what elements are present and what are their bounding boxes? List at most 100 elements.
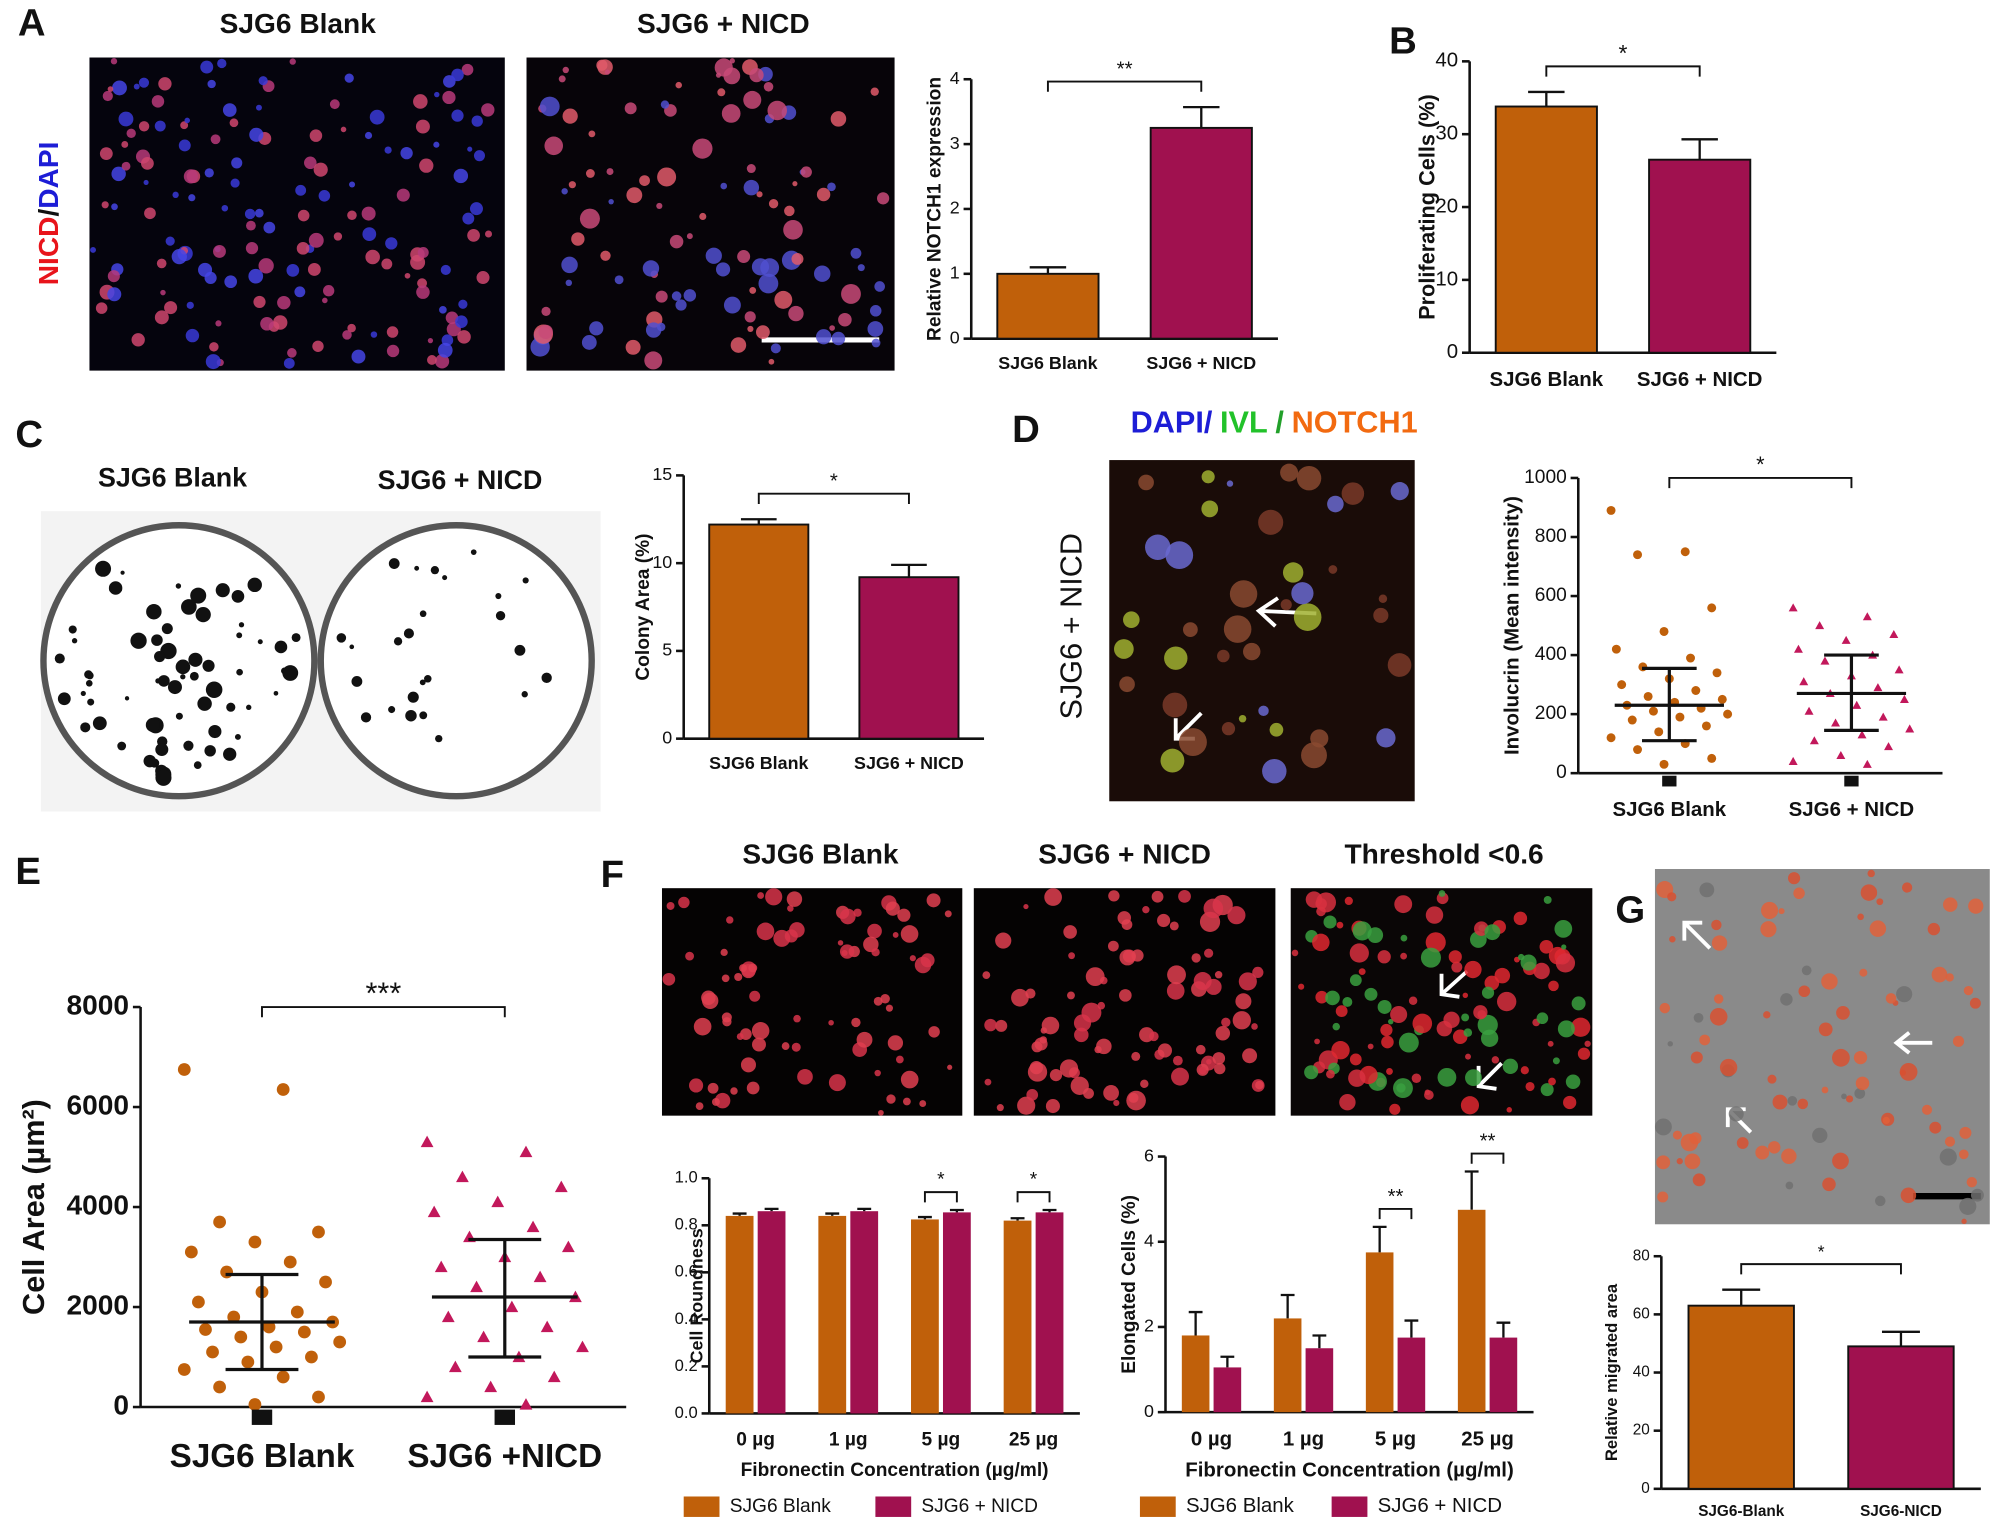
colony xyxy=(202,659,215,672)
x-tick-label: SJG6 Blank xyxy=(170,1438,355,1475)
error-bar xyxy=(1029,266,1067,274)
cell xyxy=(473,150,486,162)
cell xyxy=(1561,944,1567,950)
cell xyxy=(669,234,684,249)
cell xyxy=(614,275,624,285)
cell xyxy=(1788,872,1801,885)
cell xyxy=(1214,970,1223,979)
cell xyxy=(1314,1038,1320,1045)
cell xyxy=(1902,882,1913,893)
cell xyxy=(1692,1173,1706,1187)
cell xyxy=(813,265,831,282)
cell xyxy=(1229,580,1258,608)
colony xyxy=(161,623,173,635)
y-tick-label: 6000 xyxy=(67,1089,130,1120)
colony xyxy=(351,676,363,687)
cell xyxy=(1464,960,1482,979)
cell xyxy=(1539,940,1554,954)
significance-label: *** xyxy=(365,977,401,1011)
cell xyxy=(984,1078,992,1086)
error-bar xyxy=(949,1208,964,1213)
cell xyxy=(675,299,687,311)
cell xyxy=(110,58,118,65)
significance-bracket xyxy=(1378,1207,1413,1220)
colony xyxy=(236,632,243,639)
bar xyxy=(858,576,960,740)
panel-label: E xyxy=(15,850,41,893)
cell xyxy=(455,315,468,328)
dot xyxy=(1654,727,1664,737)
cell xyxy=(133,83,140,90)
colony xyxy=(231,590,245,603)
error-bar xyxy=(1722,1288,1761,1306)
x-tick-label: SJG6 + NICD xyxy=(854,753,964,773)
cell xyxy=(792,181,798,187)
dot xyxy=(554,1180,568,1193)
cell xyxy=(347,210,357,221)
dot xyxy=(448,1360,462,1373)
cell xyxy=(995,932,1012,949)
y-tick-label: 0 xyxy=(950,327,960,347)
cell xyxy=(1335,1005,1348,1018)
cell xyxy=(156,258,167,269)
cell xyxy=(90,247,96,253)
cell xyxy=(289,58,296,65)
cell xyxy=(701,990,716,1005)
cell xyxy=(419,158,434,173)
dot xyxy=(177,1063,191,1076)
bar xyxy=(911,1219,939,1414)
cell xyxy=(886,1094,896,1104)
cell xyxy=(878,1109,884,1116)
cell xyxy=(1845,1095,1854,1103)
error-bar xyxy=(1280,1293,1295,1319)
colony xyxy=(175,659,191,675)
dot xyxy=(526,1220,540,1233)
cell xyxy=(788,305,804,322)
cell xyxy=(1386,1067,1393,1075)
cell xyxy=(1378,594,1388,603)
cell xyxy=(307,263,321,276)
cell xyxy=(1296,465,1322,491)
cell xyxy=(816,329,832,345)
cell xyxy=(1465,1053,1471,1060)
cell xyxy=(434,91,440,98)
colony xyxy=(430,565,440,575)
cell xyxy=(1377,950,1391,964)
legend-swatch xyxy=(1331,1496,1368,1517)
cell xyxy=(204,168,214,178)
cell xyxy=(254,208,264,218)
cell xyxy=(763,82,774,92)
cell xyxy=(737,250,751,264)
dot xyxy=(540,1320,554,1333)
dot xyxy=(1707,753,1717,763)
error-bar xyxy=(1188,1310,1203,1336)
x-tick-label: 1 µg xyxy=(1283,1428,1324,1451)
x-tick-marker xyxy=(1662,775,1677,787)
y-tick-label: 0 xyxy=(1144,1401,1154,1421)
colony xyxy=(84,670,93,679)
cell xyxy=(433,141,440,148)
cell xyxy=(258,76,268,86)
cell xyxy=(1097,1001,1106,1010)
dot xyxy=(206,1345,219,1359)
cell xyxy=(1251,1023,1258,1030)
cell xyxy=(734,972,743,982)
cell xyxy=(581,335,597,350)
cell xyxy=(1657,1191,1669,1203)
dot xyxy=(1788,756,1798,765)
cell xyxy=(245,242,259,255)
cell xyxy=(1367,927,1384,944)
cell xyxy=(1128,1092,1139,1103)
colony xyxy=(180,674,186,680)
dot xyxy=(1820,656,1830,665)
cell xyxy=(538,324,553,340)
cell xyxy=(294,286,306,298)
cell xyxy=(1760,921,1777,938)
cell xyxy=(1497,991,1517,1012)
cell xyxy=(1672,1130,1682,1140)
cell xyxy=(1728,1106,1744,1122)
cell xyxy=(467,229,480,242)
dot xyxy=(420,1390,434,1403)
cell xyxy=(365,249,380,265)
x-tick-label: SJG6 Blank xyxy=(998,353,1097,373)
